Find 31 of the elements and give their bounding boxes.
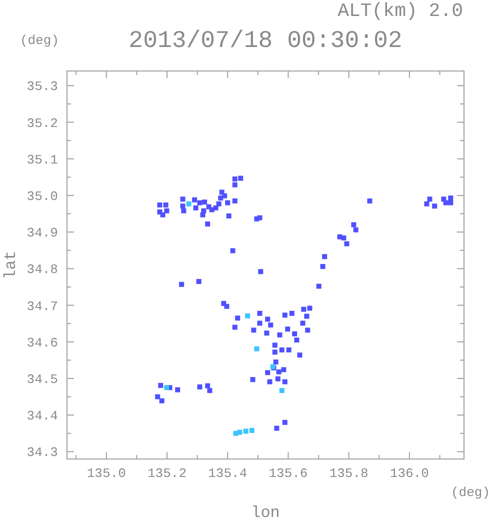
y-tick-label: 34.6 [26,335,58,350]
point [245,313,250,318]
point [164,385,170,390]
y-tick-label: 35.2 [26,116,58,131]
point [233,430,238,436]
y-tick-label: 34.7 [26,298,58,314]
point [279,388,284,394]
point [186,201,192,206]
text: (deg) [20,33,60,48]
point [254,346,260,352]
y-tick-label: 34.3 [26,445,58,460]
x-tick-label: 135.8 [329,466,368,481]
point [243,428,248,434]
y-tick-label: 35.1 [26,152,58,168]
y-tick-label: 34.4 [26,408,58,424]
y-axis-title: lat [2,250,20,280]
y-tick-label: 35.3 [26,79,58,94]
chart-subtitle: ALT(km) 2.0 [338,0,463,22]
x-tick-label: 135.0 [86,466,126,481]
x-tick-label: 135.2 [148,466,187,481]
x-tick-label: 135.6 [268,466,308,481]
y-tick-label: 35.0 [26,189,58,204]
x-tick-label: 136.0 [390,466,429,481]
text: (deg) [450,485,490,500]
y-tick-label: 34.5 [26,372,58,388]
y-tick-label: 34.8 [26,262,58,278]
y-tick-label: 34.9 [26,226,58,241]
point [249,428,254,433]
chart-title: 2013/07/18 00:30:02 [128,28,402,55]
x-tick-label: 135.4 [208,466,248,481]
x-axis-title: lon [251,504,280,521]
